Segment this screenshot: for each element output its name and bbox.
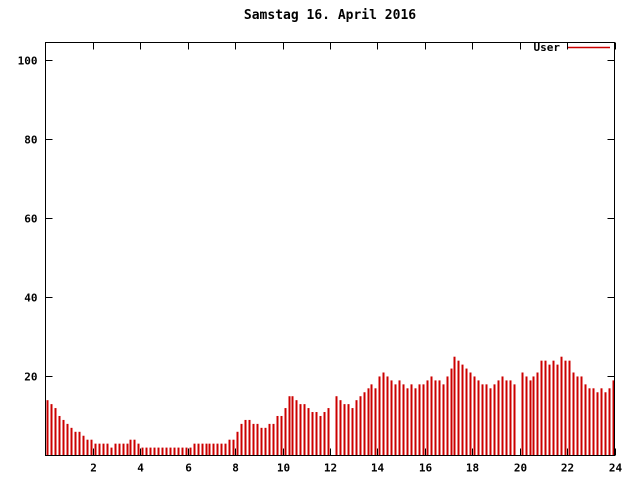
x-tick-label: 24 [609, 462, 623, 475]
y-tick-label: 80 [24, 134, 37, 147]
x-tick-label: 2 [90, 462, 97, 475]
chart-title: Samstag 16. April 2016 [243, 8, 417, 23]
x-tick-label: 14 [371, 462, 385, 475]
x-tick-label: 22 [561, 462, 574, 475]
y-tick-label: 60 [24, 213, 37, 226]
y-tick-label: 100 [18, 55, 38, 68]
y-tick-label: 20 [24, 371, 37, 384]
x-tick-label: 16 [419, 462, 433, 475]
x-tick-label: 12 [324, 462, 337, 475]
plot-border [45, 42, 615, 456]
x-tick-label: 4 [137, 462, 144, 475]
y-tick-label: 40 [24, 292, 37, 305]
x-tick-label: 10 [277, 462, 290, 475]
legend-label: User [534, 41, 561, 54]
x-tick-label: 20 [514, 462, 527, 475]
x-tick-label: 8 [232, 462, 239, 475]
x-tick-label: 6 [185, 462, 192, 475]
x-tick-label: 18 [466, 462, 479, 475]
